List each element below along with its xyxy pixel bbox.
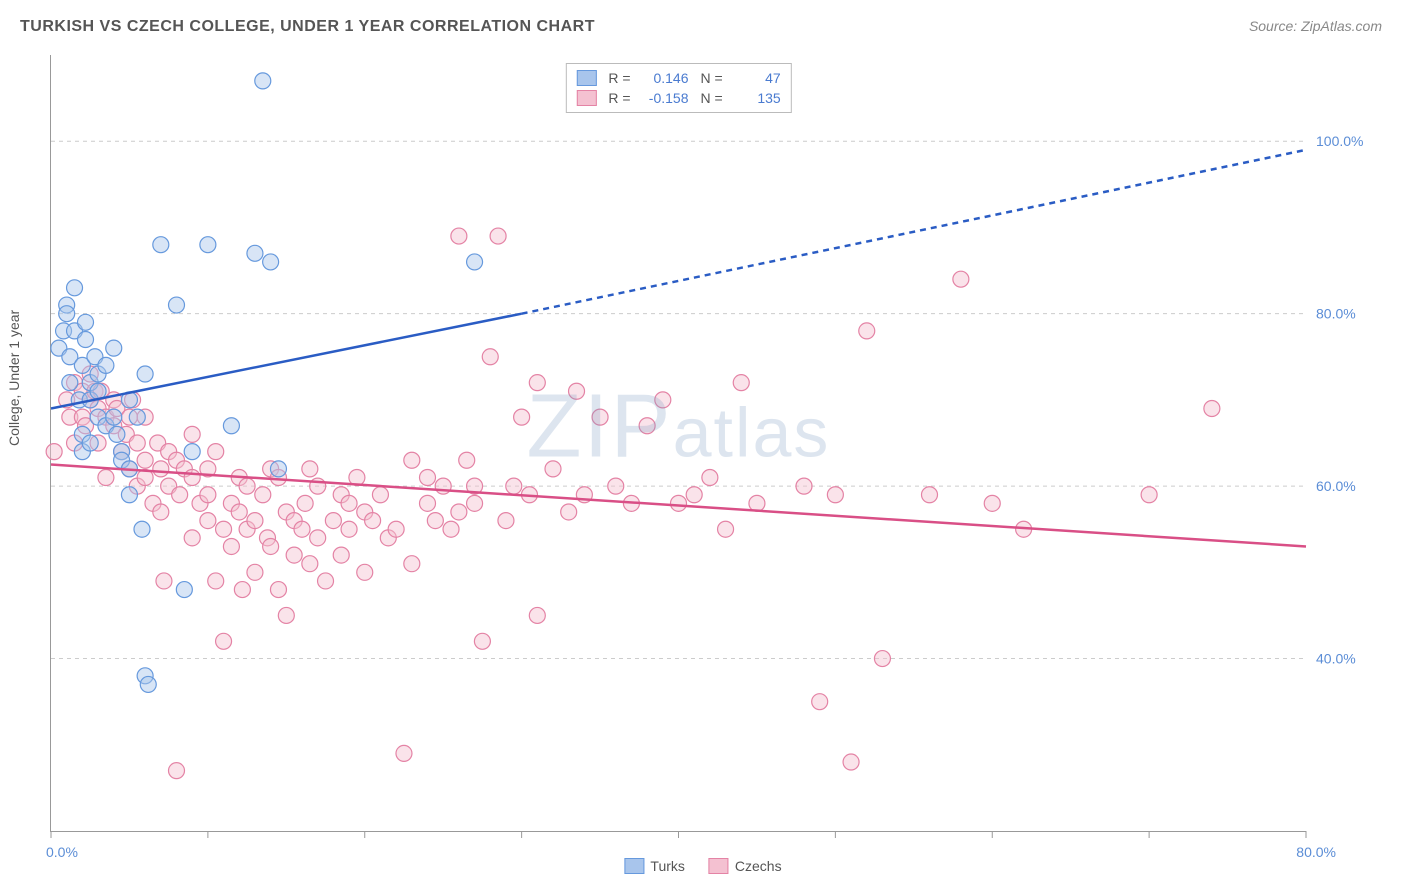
legend-row-czechs: R = -0.158 N = 135 (576, 88, 780, 108)
r-label: R = (608, 90, 630, 106)
svg-text:40.0%: 40.0% (1316, 651, 1356, 667)
n-value-turks: 47 (731, 70, 781, 86)
n-label: N = (701, 90, 723, 106)
swatch-turks (576, 70, 596, 86)
legend-label-czechs: Czechs (735, 858, 782, 874)
y-axis-title: College, Under 1 year (6, 310, 22, 446)
legend-bottom: Turks Czechs (624, 858, 781, 874)
correlation-legend: R = 0.146 N = 47 R = -0.158 N = 135 (565, 63, 791, 113)
svg-text:100.0%: 100.0% (1316, 133, 1363, 149)
x-label-left: 0.0% (46, 844, 78, 860)
r-label: R = (608, 70, 630, 86)
n-value-czechs: 135 (731, 90, 781, 106)
legend-label-turks: Turks (650, 858, 684, 874)
source-attribution: Source: ZipAtlas.com (1249, 18, 1382, 34)
chart-title: TURKISH VS CZECH COLLEGE, UNDER 1 YEAR C… (20, 18, 595, 36)
x-label-right: 80.0% (1296, 844, 1336, 860)
n-label: N = (701, 70, 723, 86)
svg-text:80.0%: 80.0% (1316, 306, 1356, 322)
legend-item-turks: Turks (624, 858, 684, 874)
r-value-czechs: -0.158 (639, 90, 689, 106)
swatch-czechs (576, 90, 596, 106)
r-value-turks: 0.146 (639, 70, 689, 86)
swatch-czechs-icon (709, 858, 729, 874)
svg-text:60.0%: 60.0% (1316, 478, 1356, 494)
plot-svg: 40.0%60.0%80.0%100.0% (51, 55, 1306, 831)
legend-row-turks: R = 0.146 N = 47 (576, 68, 780, 88)
swatch-turks-icon (624, 858, 644, 874)
plot-area: ZIPatlas R = 0.146 N = 47 R = -0.158 N =… (50, 55, 1306, 832)
legend-item-czechs: Czechs (709, 858, 782, 874)
